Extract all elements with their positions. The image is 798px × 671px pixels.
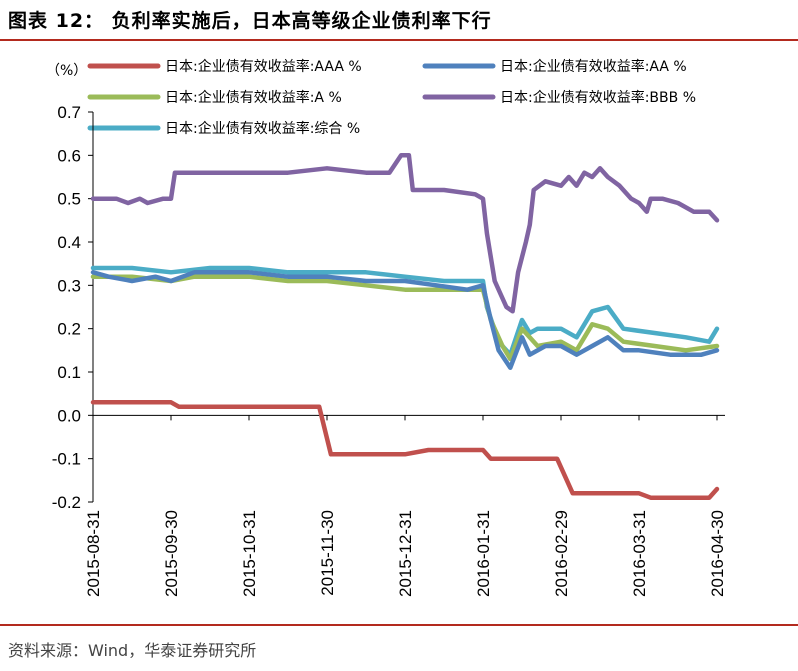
y-tick-label: 0.3 — [57, 276, 81, 295]
x-tick-label: 2016-03-31 — [630, 510, 649, 597]
source-note: 资料来源：Wind，华泰证券研究所 — [8, 641, 257, 660]
source-rule — [0, 624, 798, 626]
x-tick-label: 2016-02-29 — [552, 510, 571, 597]
x-tick-label: 2015-12-31 — [396, 510, 415, 597]
y-tick-label: 0.2 — [57, 320, 81, 339]
x-tick-label: 2015-10-31 — [240, 510, 259, 597]
legend-entry: 日本:企业债有效收益率:AAA % — [165, 58, 362, 75]
y-tick-label: 0.0 — [57, 406, 81, 425]
series-line — [90, 400, 720, 500]
figure-title: 图表 12： 负利率实施后，日本高等级企业债利率下行 — [8, 10, 492, 32]
line-chart: （%） 日本:企业债有效收益率:AAA % 日本:企业债有效收益率:AA %日本:… — [46, 58, 727, 597]
series-line — [90, 274, 720, 362]
legend-entry: 日本:企业债有效收益率:综合 % — [165, 120, 360, 137]
x-tick-label: 2015-11-30 — [318, 510, 337, 596]
y-tick-label: 0.6 — [57, 146, 81, 165]
y-tick-label: 0.5 — [57, 190, 81, 209]
legend: 日本:企业债有效收益率:AAA % 日本:企业债有效收益率:AA % 日本:企业债有… — [87, 58, 696, 137]
legend-entry: 日本:企业债有效收益率:A % — [165, 89, 342, 106]
y-tick-label: 0.4 — [57, 233, 81, 252]
unit-label: （%） — [46, 63, 87, 79]
legend-entry: 日本:企业债有效收益率:AA % — [500, 58, 687, 75]
y-tick-label: -0.2 — [52, 493, 81, 512]
legend-entry: 日本:企业债有效收益率:BBB % — [500, 89, 696, 106]
series-line — [90, 270, 720, 370]
x-tick-label: 2016-04-30 — [708, 510, 727, 597]
y-tick-label: 0.7 — [57, 103, 81, 122]
axes: 0.7 0.6 0.5 0.4 0.3 0.2 0.1 0.0 -0.1 -0.22015-08-… — [52, 103, 727, 597]
series-layer — [90, 153, 720, 500]
x-tick-label: 2016-01-31 — [474, 510, 493, 597]
title-rule — [0, 39, 798, 41]
x-tick-label: 2015-09-30 — [162, 510, 181, 597]
y-tick-label: 0.1 — [57, 363, 81, 382]
x-tick-label: 2015-08-31 — [84, 510, 103, 597]
y-tick-label: -0.1 — [52, 450, 81, 469]
series-line — [90, 153, 720, 314]
